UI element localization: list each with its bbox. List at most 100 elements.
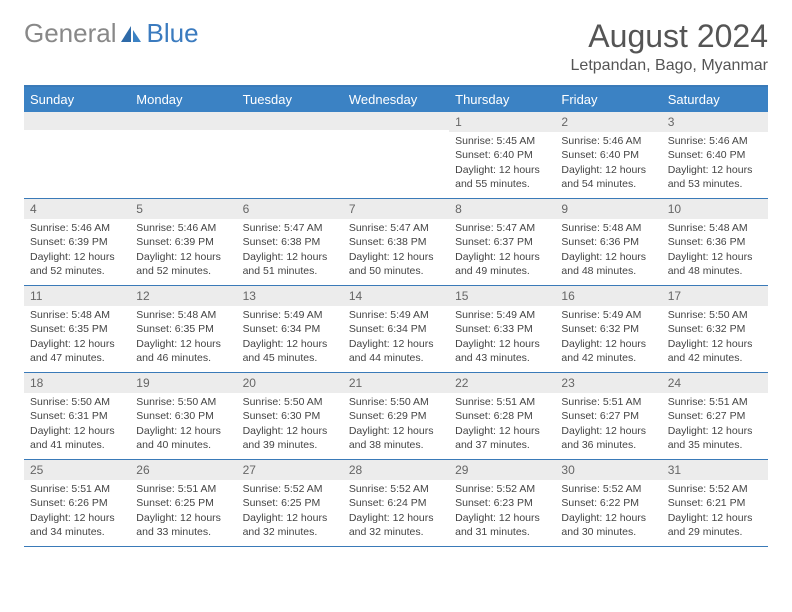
calendar-day-cell: 1Sunrise: 5:45 AMSunset: 6:40 PMDaylight… [449,112,555,198]
sunset-text: Sunset: 6:24 PM [349,496,443,510]
daylight-text: Daylight: 12 hours and 38 minutes. [349,424,443,452]
weekday-header-row: SundayMondayTuesdayWednesdayThursdayFrid… [24,87,768,112]
sunset-text: Sunset: 6:40 PM [455,148,549,162]
sunset-text: Sunset: 6:21 PM [668,496,762,510]
day-number: 24 [662,373,768,393]
day-number: 30 [555,460,661,480]
calendar-day-cell: 7Sunrise: 5:47 AMSunset: 6:38 PMDaylight… [343,199,449,285]
calendar-day-cell: 3Sunrise: 5:46 AMSunset: 6:40 PMDaylight… [662,112,768,198]
day-content: Sunrise: 5:50 AMSunset: 6:32 PMDaylight:… [662,306,768,369]
calendar-day-cell: 13Sunrise: 5:49 AMSunset: 6:34 PMDayligh… [237,286,343,372]
weekday-header-cell: Friday [555,87,661,112]
day-number: 23 [555,373,661,393]
day-number: 9 [555,199,661,219]
sunrise-text: Sunrise: 5:51 AM [455,395,549,409]
day-number: 27 [237,460,343,480]
day-content: Sunrise: 5:46 AMSunset: 6:40 PMDaylight:… [662,132,768,195]
sunrise-text: Sunrise: 5:52 AM [243,482,337,496]
day-number: 10 [662,199,768,219]
daylight-text: Daylight: 12 hours and 48 minutes. [561,250,655,278]
sunset-text: Sunset: 6:36 PM [561,235,655,249]
calendar-day-cell: 31Sunrise: 5:52 AMSunset: 6:21 PMDayligh… [662,460,768,546]
day-content: Sunrise: 5:52 AMSunset: 6:23 PMDaylight:… [449,480,555,543]
sunrise-text: Sunrise: 5:51 AM [668,395,762,409]
day-content: Sunrise: 5:46 AMSunset: 6:40 PMDaylight:… [555,132,661,195]
day-content: Sunrise: 5:48 AMSunset: 6:35 PMDaylight:… [130,306,236,369]
day-content: Sunrise: 5:49 AMSunset: 6:34 PMDaylight:… [237,306,343,369]
calendar-day-cell: 23Sunrise: 5:51 AMSunset: 6:27 PMDayligh… [555,373,661,459]
day-content: Sunrise: 5:52 AMSunset: 6:22 PMDaylight:… [555,480,661,543]
sunset-text: Sunset: 6:34 PM [349,322,443,336]
day-number: 25 [24,460,130,480]
sunrise-text: Sunrise: 5:50 AM [136,395,230,409]
logo-sail-icon [119,24,145,44]
daylight-text: Daylight: 12 hours and 31 minutes. [455,511,549,539]
daylight-text: Daylight: 12 hours and 32 minutes. [243,511,337,539]
calendar-day-cell: 16Sunrise: 5:49 AMSunset: 6:32 PMDayligh… [555,286,661,372]
sunrise-text: Sunrise: 5:52 AM [668,482,762,496]
sunset-text: Sunset: 6:27 PM [561,409,655,423]
sunrise-text: Sunrise: 5:50 AM [30,395,124,409]
sunrise-text: Sunrise: 5:46 AM [668,134,762,148]
calendar-day-cell: 27Sunrise: 5:52 AMSunset: 6:25 PMDayligh… [237,460,343,546]
day-number: 20 [237,373,343,393]
calendar-day-cell: 29Sunrise: 5:52 AMSunset: 6:23 PMDayligh… [449,460,555,546]
day-content: Sunrise: 5:51 AMSunset: 6:27 PMDaylight:… [662,393,768,456]
sunrise-text: Sunrise: 5:52 AM [349,482,443,496]
daylight-text: Daylight: 12 hours and 49 minutes. [455,250,549,278]
daylight-text: Daylight: 12 hours and 52 minutes. [30,250,124,278]
sunset-text: Sunset: 6:25 PM [136,496,230,510]
day-content: Sunrise: 5:51 AMSunset: 6:26 PMDaylight:… [24,480,130,543]
day-content: Sunrise: 5:50 AMSunset: 6:31 PMDaylight:… [24,393,130,456]
calendar-day-cell: 18Sunrise: 5:50 AMSunset: 6:31 PMDayligh… [24,373,130,459]
calendar-day-cell [343,112,449,198]
calendar-day-cell [130,112,236,198]
day-number: 29 [449,460,555,480]
daylight-text: Daylight: 12 hours and 48 minutes. [668,250,762,278]
day-number [343,112,449,130]
daylight-text: Daylight: 12 hours and 35 minutes. [668,424,762,452]
month-title: August 2024 [571,18,768,55]
calendar-day-cell: 9 Sunrise: 5:48 AMSunset: 6:36 PMDaylight… [555,199,661,285]
daylight-text: Daylight: 12 hours and 36 minutes. [561,424,655,452]
weekday-header-cell: Thursday [449,87,555,112]
daylight-text: Daylight: 12 hours and 34 minutes. [30,511,124,539]
sunrise-text: Sunrise: 5:47 AM [455,221,549,235]
day-content: Sunrise: 5:47 AMSunset: 6:37 PMDaylight:… [449,219,555,282]
sunrise-text: Sunrise: 5:49 AM [349,308,443,322]
day-number: 26 [130,460,236,480]
sunrise-text: Sunrise: 5:48 AM [136,308,230,322]
daylight-text: Daylight: 12 hours and 32 minutes. [349,511,443,539]
day-number: 28 [343,460,449,480]
sunset-text: Sunset: 6:36 PM [668,235,762,249]
daylight-text: Daylight: 12 hours and 45 minutes. [243,337,337,365]
sunrise-text: Sunrise: 5:48 AM [30,308,124,322]
daylight-text: Daylight: 12 hours and 46 minutes. [136,337,230,365]
calendar-body: 1Sunrise: 5:45 AMSunset: 6:40 PMDaylight… [24,112,768,547]
location: Letpandan, Bago, Myanmar [571,57,768,75]
day-content: Sunrise: 5:46 AMSunset: 6:39 PMDaylight:… [130,219,236,282]
calendar-day-cell: 22Sunrise: 5:51 AMSunset: 6:28 PMDayligh… [449,373,555,459]
calendar-day-cell: 8Sunrise: 5:47 AMSunset: 6:37 PMDaylight… [449,199,555,285]
daylight-text: Daylight: 12 hours and 43 minutes. [455,337,549,365]
weekday-header-cell: Wednesday [343,87,449,112]
sunset-text: Sunset: 6:31 PM [30,409,124,423]
day-content: Sunrise: 5:52 AMSunset: 6:25 PMDaylight:… [237,480,343,543]
sunrise-text: Sunrise: 5:47 AM [243,221,337,235]
header: General Blue August 2024 Letpandan, Bago… [24,18,768,75]
daylight-text: Daylight: 12 hours and 53 minutes. [668,163,762,191]
calendar-day-cell: 17Sunrise: 5:50 AMSunset: 6:32 PMDayligh… [662,286,768,372]
sunset-text: Sunset: 6:39 PM [136,235,230,249]
day-number: 1 [449,112,555,132]
sunset-text: Sunset: 6:39 PM [30,235,124,249]
sunset-text: Sunset: 6:30 PM [136,409,230,423]
calendar-day-cell: 30Sunrise: 5:52 AMSunset: 6:22 PMDayligh… [555,460,661,546]
day-content [130,130,236,136]
day-number: 11 [24,286,130,306]
sunrise-text: Sunrise: 5:51 AM [30,482,124,496]
day-content: Sunrise: 5:51 AMSunset: 6:25 PMDaylight:… [130,480,236,543]
sunrise-text: Sunrise: 5:48 AM [561,221,655,235]
daylight-text: Daylight: 12 hours and 33 minutes. [136,511,230,539]
sunrise-text: Sunrise: 5:47 AM [349,221,443,235]
day-content: Sunrise: 5:51 AMSunset: 6:27 PMDaylight:… [555,393,661,456]
